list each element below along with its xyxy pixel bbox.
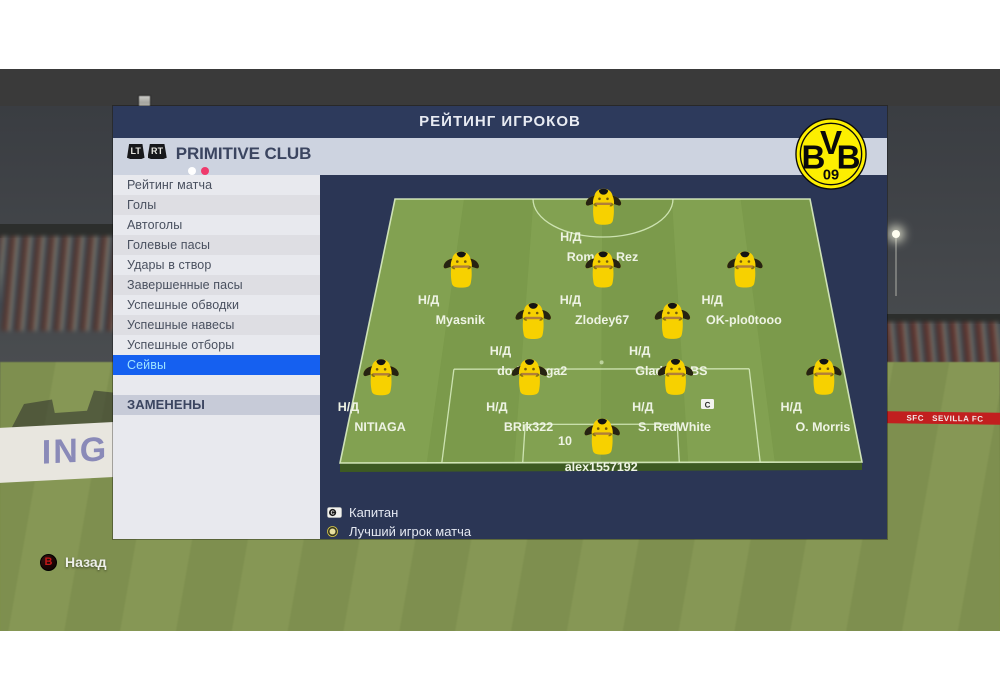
svg-text:Н/Д: Н/Д xyxy=(338,400,360,414)
svg-text:Н/Д: Н/Д xyxy=(629,344,651,358)
svg-text:NITIAGA: NITIAGA xyxy=(354,420,405,434)
svg-text:Н/Д: Н/Д xyxy=(560,230,582,244)
svg-text:Н/Д: Н/Д xyxy=(490,344,512,358)
svg-text:BRik322: BRik322 xyxy=(504,420,553,434)
svg-text:Н/Д: Н/Д xyxy=(560,293,582,307)
svg-text:Н/Д: Н/Д xyxy=(418,293,440,307)
svg-text:OK-plo0tooo: OK-plo0tooo xyxy=(706,313,782,327)
svg-text:10: 10 xyxy=(558,434,572,448)
svg-text:Н/Д: Н/Д xyxy=(701,293,723,307)
svg-text:Н/Д: Н/Д xyxy=(632,400,654,414)
svg-text:C: C xyxy=(705,400,711,409)
svg-text:C: C xyxy=(331,511,335,517)
svg-text:Zlodey67: Zlodey67 xyxy=(575,313,629,327)
svg-text:Н/Д: Н/Д xyxy=(486,400,508,414)
svg-text:Myasnik: Myasnik xyxy=(436,313,485,327)
svg-text:alex1557192: alex1557192 xyxy=(565,460,638,474)
svg-text:Н/Д: Н/Д xyxy=(780,400,802,414)
svg-text:S. RedWhite: S. RedWhite xyxy=(638,420,711,434)
svg-text:O. Morris: O. Morris xyxy=(795,420,850,434)
